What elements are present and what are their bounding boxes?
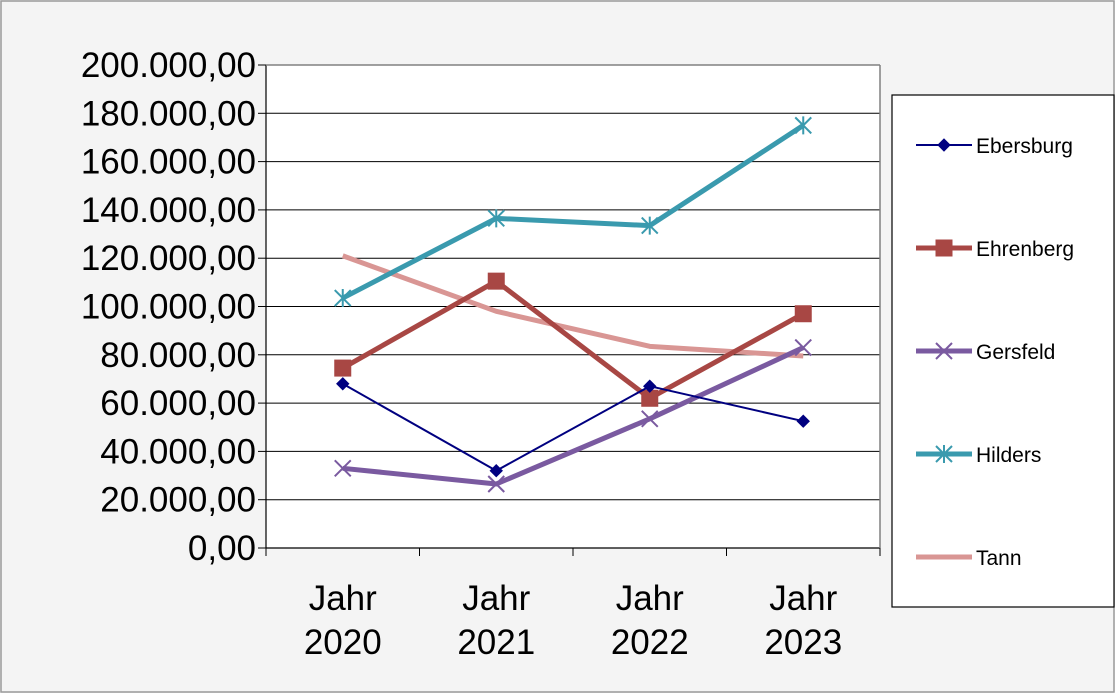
- data-point-hilders: [641, 216, 659, 235]
- data-point-ebersburg: [643, 379, 657, 393]
- y-tick-label: 200.000,00: [81, 46, 256, 85]
- y-tick-label: 60.000,00: [100, 384, 256, 423]
- y-tick-label: 120.000,00: [81, 239, 256, 278]
- x-category-label: Jahr 2020: [304, 579, 382, 662]
- x-category-label: Jahr 2022: [611, 579, 689, 662]
- data-point-gersfeld: [794, 338, 812, 357]
- y-tick-label: 80.000,00: [100, 336, 256, 375]
- data-point-hilders: [334, 289, 352, 308]
- y-tick-label: 140.000,00: [81, 191, 256, 230]
- y-tick-label: 0,00: [188, 529, 256, 568]
- legend-label-gersfeld: Gersfeld: [976, 341, 1055, 364]
- legend-label-tann: Tann: [976, 547, 1022, 570]
- legend-marker-ehrenberg: [935, 239, 953, 257]
- y-tick-label: 180.000,00: [81, 94, 256, 133]
- data-point-hilders: [487, 209, 505, 228]
- data-point-gersfeld: [334, 459, 352, 478]
- legend-marker-hilders: [935, 445, 953, 463]
- y-tick-label: 160.000,00: [81, 143, 256, 182]
- series-line-ebersburg: [342, 382, 804, 472]
- data-point-hilders: [794, 116, 812, 135]
- data-point-ehrenberg: [487, 272, 505, 290]
- data-point-ehrenberg: [794, 305, 812, 323]
- data-point-ebersburg: [489, 464, 503, 478]
- y-tick-label: 20.000,00: [100, 481, 256, 520]
- data-point-ehrenberg: [334, 359, 352, 377]
- series-line-gersfeld: [342, 345, 805, 487]
- y-tick-label: 40.000,00: [100, 432, 256, 471]
- data-point-gersfeld: [487, 475, 505, 493]
- x-category-label: Jahr 2023: [764, 579, 842, 662]
- y-tick-label: 100.000,00: [81, 288, 256, 327]
- legend-label-ehrenberg: Ehrenberg: [976, 238, 1074, 261]
- data-point-ebersburg: [336, 377, 350, 391]
- legend-marker-ebersburg: [937, 138, 951, 152]
- data-point-gersfeld: [641, 410, 659, 428]
- legend-label-hilders: Hilders: [976, 444, 1041, 467]
- legend-marker-gersfeld: [935, 342, 953, 360]
- legend-label-ebersburg: Ebersburg: [976, 135, 1073, 158]
- data-point-ebersburg: [796, 414, 810, 428]
- series-line-ehrenberg: [341, 278, 805, 401]
- series-line-tann: [341, 253, 804, 359]
- x-category-label: Jahr 2021: [457, 579, 535, 662]
- series-line-hilders: [341, 123, 805, 301]
